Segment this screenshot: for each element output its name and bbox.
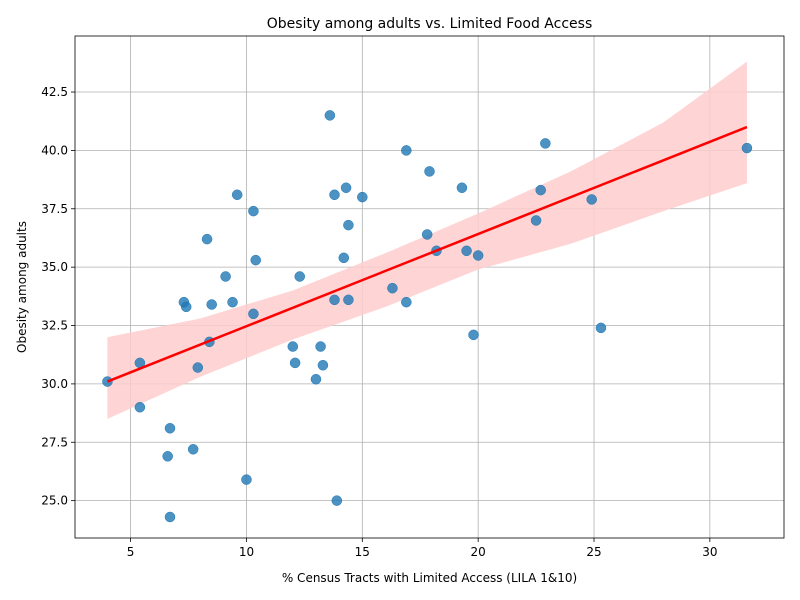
data-point [343,219,354,231]
data-point [357,191,368,203]
data-point [741,142,753,154]
data-point [289,357,301,369]
x-tick-label: 20 [471,545,486,559]
x-tick-label: 25 [586,545,601,559]
y-tick-label: 25.0 [41,494,68,508]
data-point [540,138,551,149]
x-tick-label: 30 [702,545,717,559]
data-point [338,252,350,264]
data-point [164,511,176,523]
data-point [248,205,259,217]
data-point [248,308,259,320]
data-point [387,282,398,294]
data-point [187,444,199,455]
data-point [331,495,343,506]
data-point [180,301,192,313]
data-point [220,271,231,282]
data-point [468,329,479,341]
data-point [206,299,217,310]
x-tick-label: 15 [355,545,370,559]
data-point [329,294,340,306]
y-tick-label: 30.0 [41,377,68,391]
data-point [343,294,354,306]
data-point [134,401,146,413]
data-point [401,145,412,156]
data-point [227,296,238,308]
y-tick-label: 42.5 [41,85,68,99]
regression-line-group [106,125,748,383]
data-point [287,341,299,352]
data-point [421,229,433,240]
data-point [530,215,542,226]
data-point [294,271,305,282]
data-point [472,250,484,261]
y-tick-label: 32.5 [41,319,68,333]
x-tick-label: 10 [239,545,254,559]
data-point [201,233,213,245]
data-point [586,194,597,205]
y-tick-label: 40.0 [41,143,68,157]
data-point [456,182,468,194]
data-point [317,359,329,371]
confidence-band-area [107,61,747,419]
data-point [241,474,252,485]
data-point [401,296,412,308]
data-point [461,245,472,257]
data-point [324,110,336,121]
data-point [250,254,261,266]
data-point [192,362,204,373]
chart-title: Obesity among adults vs. Limited Food Ac… [267,16,592,32]
data-point [329,189,340,201]
y-axis-ticks: 25.0 27.5 30.0 32.5 35.0 37.5 40.0 42.5 [41,85,75,508]
data-point [424,166,435,177]
y-tick-label: 27.5 [41,435,68,449]
regression-line [106,125,748,383]
y-axis-label: Obesity among adults [15,221,29,353]
confidence-band [107,61,747,419]
data-point [310,373,322,385]
data-point [162,451,173,462]
plot-frame [74,35,785,539]
x-axis-ticks: 5 10 15 20 25 30 [127,538,717,559]
y-tick-label: 37.5 [41,202,68,216]
data-point [595,322,607,334]
data-point [315,341,326,352]
x-axis-label: % Census Tracts with Limited Access (LIL… [282,571,577,585]
data-point [535,184,546,196]
y-tick-label: 35.0 [41,260,68,274]
data-point [231,189,243,201]
x-tick-label: 5 [127,545,135,559]
data-point [340,182,352,194]
data-point [164,423,176,434]
